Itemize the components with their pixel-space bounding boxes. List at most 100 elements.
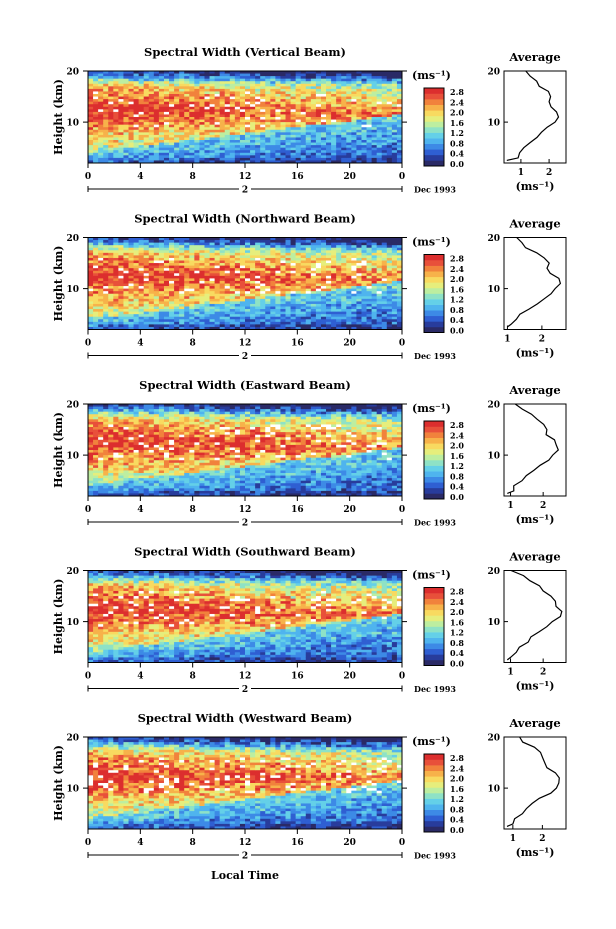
heatmap-cell: [285, 306, 291, 310]
heatmap-cell: [371, 73, 378, 77]
heatmap-cell: [98, 429, 104, 433]
heatmap-cell: [93, 473, 99, 476]
heatmap-cell: [224, 140, 231, 143]
heatmap-cell: [123, 434, 129, 438]
heatmap-cell: [280, 150, 286, 154]
heatmap-cell: [219, 263, 226, 267]
heatmap-cell: [169, 104, 175, 108]
heatmap-cell: [376, 99, 383, 103]
heatmap-cell: [320, 83, 327, 87]
heatmap-cell: [361, 242, 367, 246]
heatmap-cell: [224, 76, 231, 80]
heatmap-cell: [138, 94, 145, 97]
heatmap-cell: [270, 83, 276, 87]
heatmap-cell: [310, 257, 317, 261]
heatmap-cell: [356, 76, 362, 80]
heatmap-cell: [153, 255, 160, 259]
heatmap-cell: [118, 78, 124, 82]
heatmap-cell: [169, 268, 175, 272]
heatmap-cell: [234, 311, 241, 315]
heatmap-cell: [189, 296, 195, 300]
heatmap-cell: [138, 257, 145, 261]
heatmap-cell: [255, 245, 261, 249]
heatmap-cell: [169, 119, 175, 123]
heatmap-cell: [305, 152, 312, 156]
heatmap-cell: [88, 480, 94, 484]
heatmap-cell: [331, 316, 337, 320]
heatmap-cell: [275, 252, 281, 256]
heatmap-cell: [118, 309, 124, 313]
heatmap-cell: [194, 245, 200, 249]
heatmap-cell: [128, 480, 134, 484]
heatmap-cell: [250, 88, 256, 92]
heatmap-cell: [128, 247, 134, 251]
heatmap-cell: [386, 265, 393, 269]
heatmap-cell: [320, 119, 327, 123]
heatmap-cell: [118, 293, 124, 297]
heatmap-cell: [158, 309, 165, 313]
average-xlabel: (ms⁻¹): [516, 180, 555, 193]
heatmap-cell: [346, 94, 352, 97]
heatmap-cell: [341, 145, 347, 149]
heatmap-cell: [265, 129, 271, 133]
heatmap-cell: [250, 311, 256, 315]
heatmap-cell: [336, 73, 342, 77]
heatmap-cell: [143, 319, 150, 323]
heatmap-cell: [275, 155, 281, 159]
heatmap-cell: [255, 268, 261, 272]
heatmap-cell: [108, 76, 114, 80]
heatmap-cell: [341, 247, 347, 251]
heatmap-cell: [199, 263, 205, 267]
heatmap-cell: [381, 83, 388, 87]
heatmap-cell: [310, 265, 317, 269]
heatmap-cell: [189, 117, 195, 120]
heatmap-cell: [396, 157, 403, 161]
colorbar-tick-label: 0.8: [450, 138, 464, 148]
heatmap-cell: [239, 245, 246, 249]
heatmap-cell: [331, 326, 337, 330]
heatmap-cell: [320, 306, 327, 310]
heatmap-cell: [295, 265, 302, 269]
heatmap-cell: [133, 321, 140, 325]
heatmap-cell: [118, 265, 124, 269]
heatmap-cell: [123, 283, 129, 287]
heatmap-cell: [260, 280, 266, 284]
heatmap-cell: [265, 86, 271, 90]
heatmap-cell: [361, 101, 367, 105]
heatmap-cell: [280, 311, 286, 315]
heatmap-cell: [138, 286, 145, 290]
heatmap-cell: [245, 316, 251, 320]
heatmap-cell: [113, 493, 119, 497]
heatmap-cell: [133, 145, 140, 149]
heatmap-cell: [133, 324, 140, 328]
heatmap-cell: [346, 104, 352, 108]
heatmap-cell: [239, 298, 246, 302]
heatmap-cell: [250, 99, 256, 103]
heatmap-cell: [229, 319, 236, 323]
heatmap-cell: [169, 145, 175, 149]
heatmap-cell: [98, 145, 104, 149]
heatmap-cell: [376, 252, 383, 256]
heatmap-cell: [209, 114, 216, 118]
heatmap-cell: [199, 296, 205, 300]
heatmap-cell: [133, 306, 140, 310]
heatmap-cell: [113, 480, 119, 484]
heatmap-cell: [174, 291, 180, 295]
heatmap-cell: [103, 467, 109, 471]
heatmap-cell: [229, 73, 236, 77]
heatmap-cell: [93, 99, 99, 103]
heatmap-cell: [174, 270, 180, 274]
heatmap-cell: [250, 140, 256, 143]
heatmap-cell: [326, 316, 332, 320]
heatmap-cell: [326, 263, 332, 267]
heatmap-cell: [310, 94, 317, 97]
heatmap-cell: [133, 76, 140, 80]
heatmap-cell: [123, 150, 129, 154]
heatmap-cell: [346, 245, 352, 249]
heatmap-cell: [224, 150, 231, 154]
heatmap-cell: [391, 157, 398, 161]
heatmap-cell: [356, 101, 362, 105]
heatmap-cell: [275, 275, 281, 279]
heatmap-cell: [93, 247, 99, 251]
heatmap-cell: [245, 291, 251, 295]
